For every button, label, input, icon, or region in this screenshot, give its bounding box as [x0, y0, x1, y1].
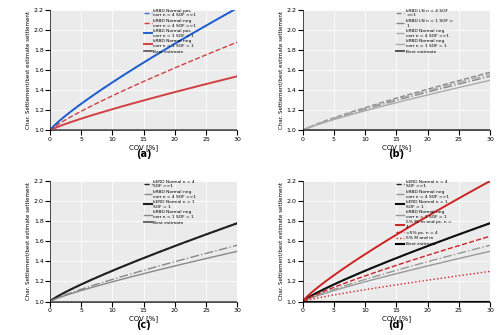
X-axis label: COV [%]: COV [%] [129, 144, 158, 151]
Legend: kRBD LN n = 4 SOF
>>1, kRBD LN n = 1 SOF =
1, kRBD Normal neg
corr n = 4 SOF >>1: kRBD LN n = 4 SOF >>1, kRBD LN n = 1 SOF… [396, 9, 453, 54]
Text: (d): (d) [388, 320, 404, 330]
Y-axis label: Char. Settlement/best estimate settlement: Char. Settlement/best estimate settlemen… [26, 182, 31, 300]
Text: (a): (a) [136, 149, 152, 159]
Y-axis label: Char. Settlement/best estimate settlement: Char. Settlement/best estimate settlemen… [278, 11, 283, 129]
Text: (c): (c) [136, 320, 151, 330]
X-axis label: COV [%]: COV [%] [382, 144, 411, 151]
Legend: kRBD Normal pos
corr n = 4 SOF >>1, kRBD Normal neg
corr n = 4 SOF >>1, kRBD Nor: kRBD Normal pos corr n = 4 SOF >>1, kRBD… [144, 9, 197, 54]
X-axis label: COV [%]: COV [%] [382, 316, 411, 322]
X-axis label: COV [%]: COV [%] [129, 316, 158, 322]
Legend: kERD Normal n = 4
SOF >>1, kRBD Normal neg
corr n = 4 SOF >>1, kERD Normal n = 1: kERD Normal n = 4 SOF >>1, kRBD Normal n… [396, 180, 452, 246]
Y-axis label: Char. Settlement/best estimate settlement: Char. Settlement/best estimate settlemen… [26, 11, 31, 129]
Legend: kERD Normal n = 4
SOF >>1, kRBD Normal neg
corr n = 4 SOF >>1, kERD Normal n = 1: kERD Normal n = 4 SOF >>1, kRBD Normal n… [144, 180, 197, 224]
Y-axis label: Char. Settlement/best estimate settlement: Char. Settlement/best estimate settlemen… [278, 182, 283, 300]
Text: (b): (b) [388, 149, 404, 159]
